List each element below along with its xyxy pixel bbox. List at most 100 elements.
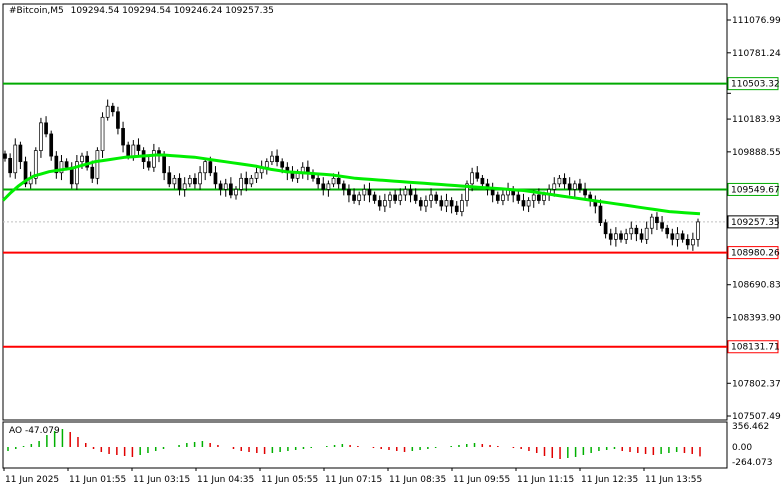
candle-body [347,189,351,196]
ao-label: AO -47.079 [9,426,60,436]
candle-body [131,144,136,157]
candle-body [49,133,54,157]
candle-body [280,161,285,168]
candle-body [264,161,269,168]
candle-body [105,105,110,118]
candle-body [244,177,249,185]
candle-body [182,183,187,190]
moving-average [1,153,701,216]
candle-body [552,183,557,190]
candle-body [357,194,362,201]
symbol-header: #Bitcoin,M5 109294.54 109294.54 109246.2… [9,6,274,16]
candle-body [367,189,372,196]
x-tick-label: 11 Jun 05:55 [261,475,318,485]
candle-body [634,227,639,235]
candle-body [13,144,18,174]
candle-body [352,194,356,201]
candle-body [649,216,654,229]
candle-body [239,177,243,190]
level-label: 110503.32 [731,80,780,90]
candle-body [572,183,577,190]
x-tick-label: 11 Jun 04:35 [197,475,254,485]
candle-body [187,177,192,185]
price-axis: 111076.99 110781.24 110183.93 109888.55 1086… [727,16,781,468]
candle-body [691,238,695,246]
candle-body [223,183,228,190]
level-labels: 110503.32 109549.67 108980.26 108131.71 1092… [727,77,780,354]
candle-body [408,189,413,196]
x-tick-label: 11 Jun 12:35 [581,475,638,485]
candle-body [449,200,454,207]
candle-body [398,194,403,201]
x-tick-label: 11 Jun 13:55 [645,475,702,485]
candle-body [403,189,408,196]
candle-body [377,200,382,207]
candle-body [321,183,326,190]
candle-body [80,155,84,163]
candle-body [680,233,685,240]
x-tick-label: 11 Jun 07:15 [325,475,382,485]
ao-axis-label: 0.00 [732,443,752,453]
level-label: 109549.67 [731,185,780,195]
candle-body [495,194,500,201]
candle-body [424,200,428,207]
ao-axis-label: -264.073 [732,458,772,468]
candle-body [152,150,156,168]
candle-body [116,111,120,129]
candle-body [675,233,680,240]
x-tick-label: 11 Jun 01:55 [69,475,126,485]
candle-body [177,177,182,190]
candle-body [218,183,223,190]
current-price-label: 109257.35 [731,218,780,228]
candle-body [562,177,567,185]
candle-body [639,233,644,240]
candle-body [393,194,397,201]
y-tick-label: 110183.93 [732,115,781,125]
candle-body [480,177,485,185]
candle-body [619,233,623,240]
symbol-name: #Bitcoin,M5 [9,6,64,16]
ohlc-values: 109294.54 109294.54 109246.24 109257.35 [71,6,274,16]
candle-body [660,222,664,229]
x-tick-label: 11 Jun 08:35 [389,475,446,485]
candle-body [526,200,531,207]
candle-body [608,233,613,240]
candle-body [372,194,377,201]
candle-body [136,144,141,151]
candle-body [75,161,79,185]
y-tick-label: 111076.99 [732,16,781,26]
candle-body [578,183,582,190]
candle-body [439,200,444,207]
candle-body [203,161,208,174]
candle-body [454,205,459,212]
candle-body [23,161,28,185]
candle-body [234,189,238,196]
candle-body [198,172,202,185]
y-tick-label: 110781.24 [732,49,781,59]
candle-body [172,177,177,185]
candle-body [383,200,387,207]
candle-body [418,200,423,207]
candle-body [413,194,418,201]
y-tick-label: 108690.83 [732,281,781,291]
candle-body [542,194,546,201]
grid [2,3,728,469]
x-tick-label: 11 Jun 03:15 [133,475,190,485]
candle-body [110,105,115,113]
level-label: 108980.26 [731,249,780,259]
candle-body [336,177,341,185]
candle-body [229,183,233,196]
candle-body [531,194,536,201]
candle-body [270,155,274,163]
candle-body [33,150,38,179]
candle-body [3,153,7,159]
y-tick-label: 107507.49 [732,412,781,422]
candle-body [146,161,151,168]
x-tick-label: 11 Jun 11:15 [517,475,574,485]
level-label: 108131.71 [731,343,780,353]
candle-body [331,177,336,185]
candle-body [475,172,480,179]
candle-body [501,194,505,201]
